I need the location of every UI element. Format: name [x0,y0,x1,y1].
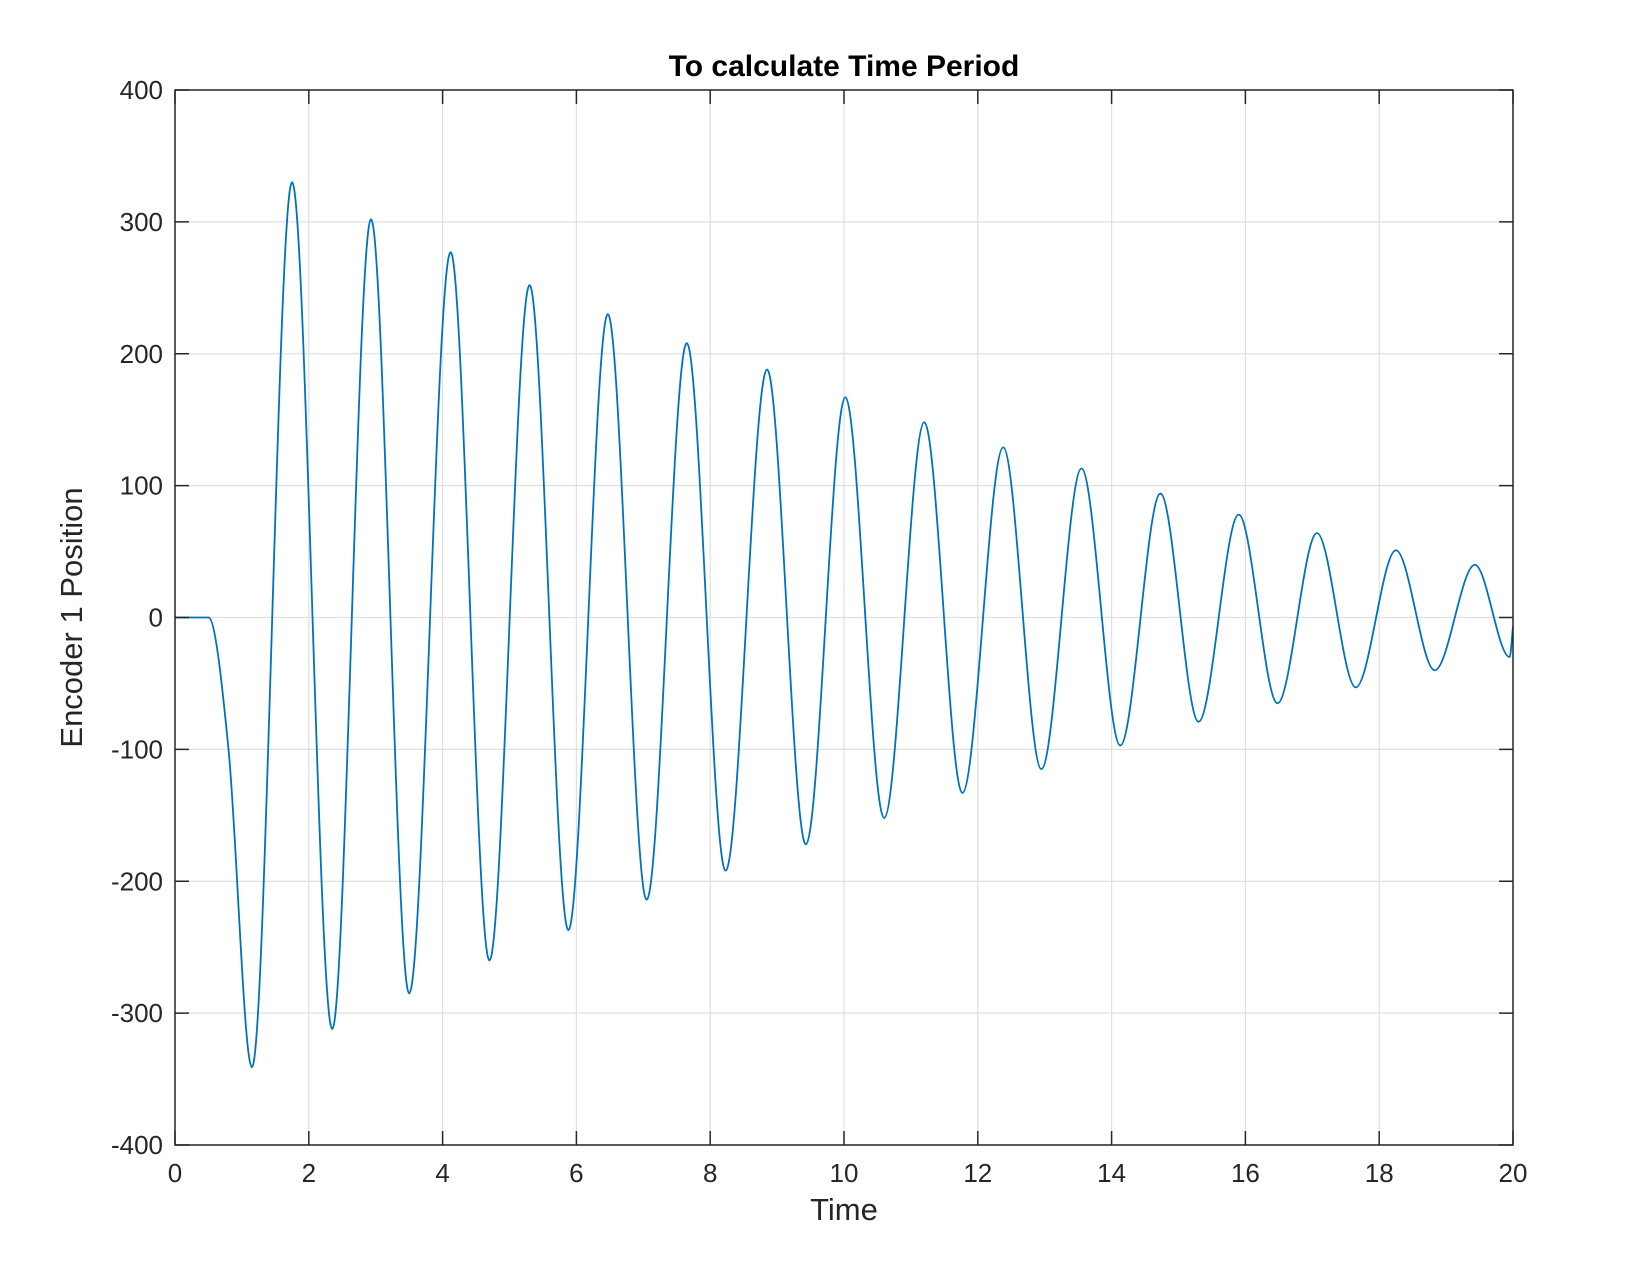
x-tick-label: 20 [1499,1158,1528,1188]
x-tick-label: 10 [830,1158,859,1188]
y-tick-label: 300 [120,207,163,237]
x-axis-title: Time [810,1192,878,1227]
y-tick-label: -100 [111,734,163,764]
x-tick-label: 12 [963,1158,992,1188]
y-tick-label: 200 [120,339,163,369]
x-tick-label: 14 [1097,1158,1126,1188]
data-series [174,181,1514,1069]
x-tick-label: 2 [302,1158,316,1188]
axis-ticks: 0 2 4 6 8 10 12 14 16 18 20 400 300 200 100 0 -100 -200 -3… [111,75,1528,1188]
x-tick-label: 8 [703,1158,717,1188]
x-tick-label: 16 [1231,1158,1260,1188]
y-tick-label: 100 [120,471,163,501]
x-tick-label: 4 [435,1158,449,1188]
x-tick-label: 6 [569,1158,583,1188]
y-axis-title: Encoder 1 Position [54,487,89,747]
series-line [174,181,1514,1069]
y-tick-label: 400 [120,75,163,105]
y-tick-label: 0 [149,603,163,633]
chart-title: To calculate Time Period [669,50,1020,83]
x-tick-label: 0 [168,1158,182,1188]
y-tick-label: -400 [111,1130,163,1160]
x-tick-label: 18 [1365,1158,1394,1188]
y-tick-label: -200 [111,866,163,896]
y-tick-label: -300 [111,998,163,1028]
